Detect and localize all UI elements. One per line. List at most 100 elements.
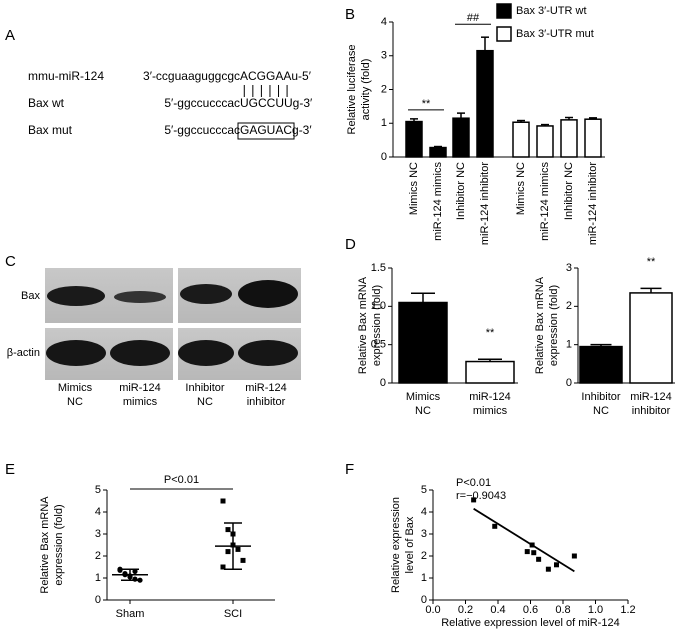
x-tick-label: 0.2 [458,604,473,616]
y-tick-label: 1 [566,339,572,351]
row-label: β-actin [7,347,40,359]
y-tick-label: 0 [380,377,386,389]
x-tick-label: mimics [473,405,508,417]
y-tick-label: 5 [95,484,101,496]
x-tick-label: 0.4 [490,604,505,616]
x-tick-label: 1.2 [620,604,635,616]
y-tick-label: 3 [95,528,101,540]
bar [429,146,447,158]
lane-label: Inhibitor [185,382,224,394]
legend-swatch [496,3,512,19]
y-tick-label: 0 [381,151,387,163]
data-point [524,549,530,555]
x-tick-label: miR-124 mimics [432,162,444,241]
band [178,340,234,366]
lane-label: miR-124 [119,382,161,394]
data-point [471,497,477,503]
sequence-name: Bax mut [28,123,73,137]
y-tick-label: 2 [95,550,101,562]
sequence-name: mmu-miR-124 [28,69,104,83]
y-tick-label: 2 [566,300,572,312]
panel-label: E [5,461,15,478]
y-tick-label: 3 [566,262,572,274]
bar [560,119,578,158]
bar [536,125,554,158]
x-tick-label: miR-124 [469,391,511,403]
y-axis-label: expression (fold) [371,285,383,366]
sequence: g-3′ [292,123,312,137]
band [238,280,298,308]
y-tick-label: 0.5 [371,339,386,351]
sequence-name: Bax wt [28,96,65,110]
sequence: g-3′ [293,96,313,110]
band [47,286,105,306]
bar [405,120,423,158]
data-point [536,556,542,562]
y-tick-label: 4 [421,506,427,518]
data-point [529,542,535,548]
x-tick-label: Sham [116,608,145,620]
legend-swatch [496,26,512,42]
x-tick-label: Mimics NC [515,162,527,215]
x-tick-label: miR-124 inhibitor [587,162,599,245]
data-point [531,550,537,556]
data-point [554,562,559,568]
lane-label: Mimics [58,382,93,394]
x-tick-label: 0.0 [425,604,440,616]
data-point [225,549,231,555]
x-tick-label: inhibitor [632,405,671,417]
band [180,284,232,304]
y-axis-label: Relative expression [390,497,402,593]
y-tick-label: 4 [95,506,101,518]
bar [629,292,673,384]
data-point [117,566,123,572]
bar [512,121,530,158]
y-axis-label: Relative Bax mRNA [534,276,546,374]
data-point [545,566,551,572]
y-tick-label: 2 [421,550,427,562]
x-tick-label: Inhibitor [581,391,620,403]
x-tick-label: 0.6 [523,604,538,616]
sequence: u-5′ [291,69,311,83]
y-tick-label: 1 [95,572,101,584]
annotation: ** [486,327,495,339]
seed-sequence: ACGGAA [240,69,291,83]
data-point [225,527,231,533]
seed-sequence: UGCCUU [240,96,293,110]
panel-label: D [345,236,356,253]
data-point [132,568,138,575]
x-tick-label: miR-124 inhibitor [479,162,491,245]
y-axis-label: level of Bax [404,516,416,573]
x-tick-label: miR-124 mimics [539,162,551,241]
band [238,340,298,366]
legend-label: Bax 3′-UTR wt [516,5,587,17]
sequence: 5′-ggccucccac [164,123,240,137]
x-tick-label: 0.8 [555,604,570,616]
x-tick-label: Mimics NC [408,162,420,215]
y-axis-label: Relative Bax mRNA [357,276,369,374]
data-point [571,553,577,559]
x-axis-label: Relative expression level of miR-124 [441,617,620,629]
y-tick-label: 0 [95,594,101,606]
y-axis-label: Relative Bax mRNA [39,496,51,594]
regression-line [473,507,575,573]
data-point [235,546,241,552]
data-point [220,564,226,570]
row-label: Bax [21,290,40,302]
data-point [492,523,498,529]
data-point [240,557,246,563]
x-tick-label: Mimics [406,391,441,403]
x-tick-label: 1.0 [588,604,603,616]
x-tick-label: miR-124 [630,391,672,403]
y-tick-label: 0 [566,377,572,389]
legend-label: Bax 3′-UTR mut [516,28,594,40]
lane-label: miR-124 [245,382,287,394]
band [114,291,166,303]
data-point [220,498,226,504]
y-tick-label: 1.0 [371,300,386,312]
y-tick-label: 0 [421,594,427,606]
sequence: 5′-ggccucccac [164,96,240,110]
bar [465,360,515,384]
lane-label: NC [67,396,83,408]
